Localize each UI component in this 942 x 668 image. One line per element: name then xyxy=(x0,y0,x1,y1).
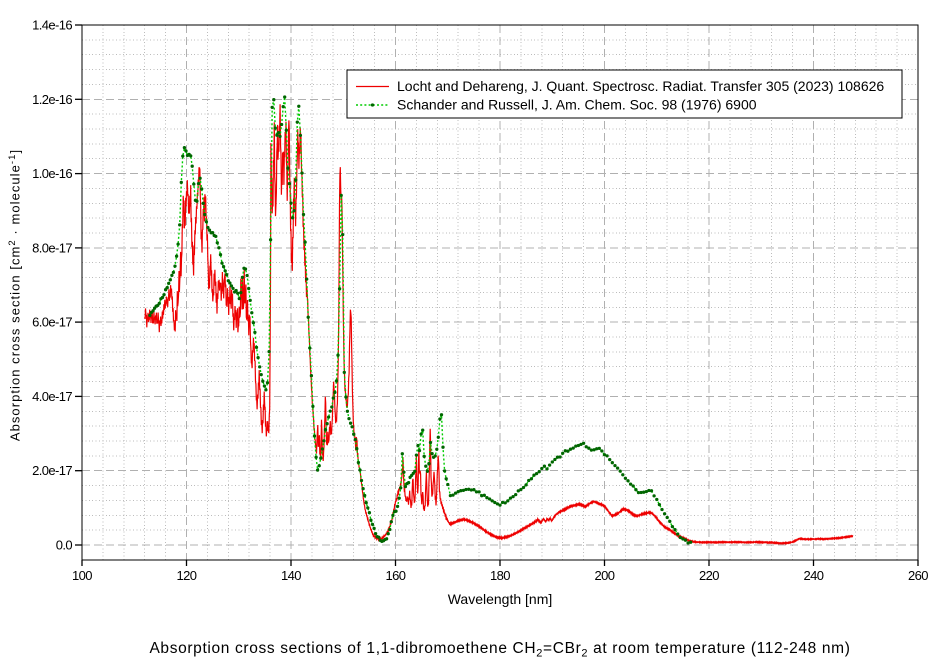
svg-text:Absorption cross sections of 1: Absorption cross sections of 1,1-dibromo… xyxy=(149,640,850,660)
svg-text:180: 180 xyxy=(490,568,510,583)
svg-text:Wavelength [nm]: Wavelength [nm] xyxy=(448,591,553,607)
svg-text:Schander and Russell, J. Am. C: Schander and Russell, J. Am. Chem. Soc. … xyxy=(397,97,757,113)
svg-text:120: 120 xyxy=(177,568,197,583)
svg-text:Locht and Dehareng, J. Quant.: Locht and Dehareng, J. Quant. Spectrosc.… xyxy=(397,78,884,94)
svg-text:140: 140 xyxy=(281,568,301,583)
svg-text:220: 220 xyxy=(699,568,719,583)
svg-text:1.0e-16: 1.0e-16 xyxy=(32,166,72,181)
svg-text:4.0e-17: 4.0e-17 xyxy=(32,389,72,404)
svg-text:2.0e-17: 2.0e-17 xyxy=(32,463,72,478)
svg-text:240: 240 xyxy=(804,568,824,583)
svg-text:200: 200 xyxy=(595,568,615,583)
svg-text:8.0e-17: 8.0e-17 xyxy=(32,240,72,255)
svg-text:260: 260 xyxy=(908,568,928,583)
svg-text:Absorption cross section [cm2: Absorption cross section [cm2 · molecule… xyxy=(7,149,23,441)
svg-text:0.0: 0.0 xyxy=(56,538,73,553)
svg-text:1.2e-16: 1.2e-16 xyxy=(32,92,72,107)
svg-text:160: 160 xyxy=(386,568,406,583)
svg-text:1.4e-16: 1.4e-16 xyxy=(32,18,72,33)
svg-text:6.0e-17: 6.0e-17 xyxy=(32,315,72,330)
svg-text:100: 100 xyxy=(72,568,92,583)
